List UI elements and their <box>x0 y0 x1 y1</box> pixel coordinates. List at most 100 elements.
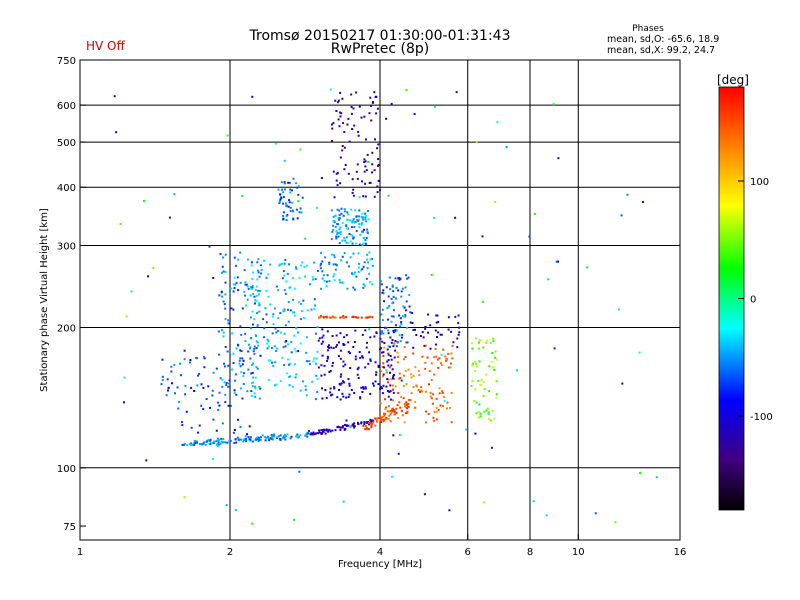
data-point <box>321 397 324 400</box>
data-point <box>356 368 359 371</box>
data-point <box>193 442 195 445</box>
data-point <box>377 164 379 167</box>
data-point <box>343 168 346 171</box>
data-point <box>358 226 361 229</box>
data-point <box>369 392 372 395</box>
data-point <box>345 241 348 244</box>
data-point <box>351 316 354 318</box>
data-point <box>414 328 416 331</box>
data-point <box>251 284 254 287</box>
data-point <box>471 364 474 367</box>
y-tick-label: 400 <box>57 183 76 194</box>
data-point <box>371 316 374 319</box>
data-point <box>494 350 497 353</box>
data-point <box>338 242 341 245</box>
data-point <box>332 224 335 227</box>
data-point <box>359 397 362 400</box>
data-point <box>326 349 329 352</box>
data-point <box>251 95 254 98</box>
data-point <box>254 299 257 302</box>
data-point <box>361 244 364 247</box>
data-point <box>265 276 268 279</box>
data-point <box>387 318 389 321</box>
data-point <box>284 259 287 261</box>
data-point <box>339 426 342 429</box>
data-point <box>391 384 394 387</box>
data-point <box>385 371 388 374</box>
data-point <box>424 390 427 393</box>
data-point <box>398 278 401 281</box>
data-point <box>379 388 382 390</box>
data-point <box>333 279 336 282</box>
data-point <box>302 299 305 302</box>
data-point <box>326 315 329 318</box>
data-point <box>284 345 287 348</box>
data-point <box>454 315 457 318</box>
data-point <box>412 352 415 355</box>
chart-title: Tromsø 20150217 01:30:00-01:31:43 <box>249 28 511 44</box>
data-point <box>388 390 391 393</box>
data-point <box>369 258 372 261</box>
data-point <box>437 408 440 411</box>
data-point <box>339 429 342 431</box>
data-point <box>326 357 329 360</box>
data-point <box>288 375 291 378</box>
data-point <box>321 429 324 431</box>
data-point <box>166 378 169 381</box>
data-point <box>387 353 390 356</box>
data-point <box>294 266 297 269</box>
data-point <box>264 307 267 310</box>
data-point <box>357 220 360 222</box>
data-point <box>412 346 415 349</box>
data-point <box>342 342 345 345</box>
data-point <box>269 263 272 266</box>
data-point <box>209 406 211 409</box>
data-point <box>347 378 350 381</box>
data-point <box>250 372 253 375</box>
data-point <box>282 195 285 198</box>
data-point <box>343 237 346 240</box>
data-point <box>279 331 282 334</box>
data-point <box>325 429 328 432</box>
data-point <box>382 362 385 365</box>
data-point <box>287 358 290 361</box>
data-point <box>338 382 341 385</box>
data-point <box>370 424 373 427</box>
data-point <box>363 421 366 424</box>
data-point <box>198 424 201 427</box>
data-point <box>374 96 377 98</box>
data-point <box>241 307 244 310</box>
data-point <box>329 387 332 390</box>
data-point <box>253 318 256 321</box>
data-point <box>245 440 247 443</box>
colorbar-label: [deg] <box>717 73 749 87</box>
data-point <box>242 383 245 385</box>
data-point <box>342 365 345 368</box>
data-point <box>356 373 359 376</box>
data-point <box>282 270 285 273</box>
data-point <box>436 358 439 361</box>
data-point <box>333 387 336 390</box>
data-point <box>243 439 246 442</box>
data-point <box>259 436 262 439</box>
data-point <box>432 416 435 419</box>
data-point <box>258 397 261 400</box>
data-point <box>437 331 440 334</box>
data-point <box>271 347 273 349</box>
data-point <box>232 290 235 293</box>
data-point <box>383 418 386 421</box>
data-point <box>339 349 342 352</box>
data-point <box>407 406 410 409</box>
data-point <box>196 441 199 444</box>
data-point <box>348 265 350 268</box>
data-point <box>351 128 354 130</box>
data-point <box>406 407 408 410</box>
data-point <box>429 347 432 350</box>
data-point <box>367 261 370 264</box>
data-point <box>342 314 345 317</box>
data-point <box>447 316 450 319</box>
data-point <box>292 311 295 314</box>
data-point <box>339 226 342 229</box>
data-point <box>334 268 337 271</box>
